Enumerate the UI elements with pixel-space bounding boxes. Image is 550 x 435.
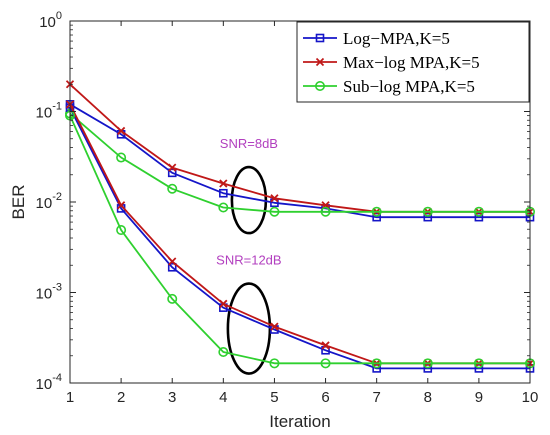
data-point-marker — [473, 206, 484, 217]
x-tick-label: 8 — [424, 389, 432, 406]
series-line — [69, 112, 530, 213]
data-point-marker — [168, 257, 177, 266]
data-point-marker — [422, 358, 433, 369]
legend-marker — [315, 57, 325, 67]
data-point-marker — [474, 212, 484, 222]
legend-entry: Max−log MPA,K=5 — [303, 53, 480, 72]
x-tick-label: 2 — [117, 389, 125, 406]
data-point-marker — [422, 206, 433, 217]
y-tick-label: 10-4 — [36, 372, 62, 393]
legend-label: Sub−log MPA,K=5 — [343, 77, 475, 96]
series-line — [69, 103, 530, 219]
x-tick-label: 5 — [270, 389, 278, 406]
data-point-marker — [270, 194, 279, 203]
marker-stroke — [270, 194, 279, 203]
x-tick-label: 4 — [219, 389, 227, 406]
data-point-marker — [321, 345, 330, 355]
y-tick-label: 100 — [39, 10, 62, 31]
marker-stroke — [315, 57, 325, 67]
data-point-marker — [474, 364, 484, 373]
series-layer — [65, 80, 535, 373]
legend-entry: Log−MPA,K=5 — [303, 29, 450, 48]
data-point-marker — [371, 206, 382, 217]
data-point-marker — [423, 212, 433, 222]
marker-stroke — [219, 179, 228, 188]
marker-stroke — [168, 163, 177, 172]
data-point-marker — [372, 364, 381, 373]
series-2 — [65, 108, 535, 217]
data-point-marker — [270, 322, 279, 331]
labels-layer: SNR=8dB SNR=12dB 1 2 3 4 5 6 7 8 9 10 10-4 10-3 10-2 10… — [9, 10, 538, 431]
annotation-label: SNR=8dB — [220, 136, 278, 151]
y-axis-title: BER — [9, 185, 28, 220]
data-point-marker — [372, 212, 381, 222]
series-line — [69, 107, 530, 370]
legend-marker — [314, 81, 325, 92]
marker-stroke — [270, 322, 279, 331]
data-point-marker — [167, 262, 177, 272]
x-tick-label: 10 — [522, 389, 539, 406]
legend-label: Log−MPA,K=5 — [343, 29, 450, 48]
legend-label: Max−log MPA,K=5 — [343, 53, 480, 72]
data-point-marker — [167, 183, 178, 194]
legend-marker — [315, 33, 325, 43]
x-tick-label: 9 — [475, 389, 483, 406]
y-tick-label: 10-3 — [36, 282, 62, 303]
x-tick-label: 3 — [168, 389, 176, 406]
legend-entry: Sub−log MPA,K=5 — [303, 77, 475, 96]
marker-stroke — [116, 201, 126, 210]
annotation-label: SNR=12dB — [216, 253, 281, 268]
marker-stroke — [116, 126, 126, 136]
data-point-marker — [321, 341, 330, 350]
x-tick-label: 1 — [66, 389, 74, 406]
data-point-marker — [218, 202, 229, 213]
data-point-marker — [167, 168, 177, 178]
data-point-marker — [269, 206, 280, 217]
data-point-marker — [320, 358, 331, 369]
marker-stroke — [168, 257, 177, 266]
marker-stroke — [321, 341, 330, 350]
data-point-marker — [423, 364, 433, 373]
series-line — [69, 115, 530, 365]
data-point-marker — [219, 188, 228, 198]
data-point-marker — [320, 206, 331, 217]
legend: Log−MPA,K=5 Max−log MPA,K=5 Sub−log MPA,K=… — [296, 21, 530, 103]
data-point-marker — [168, 163, 177, 172]
y-tick-label: 10-2 — [36, 191, 62, 212]
data-point-marker — [473, 358, 484, 369]
data-point-marker — [269, 358, 280, 369]
data-point-marker — [371, 358, 382, 369]
data-point-marker — [116, 201, 126, 210]
x-tick-label: 6 — [321, 389, 329, 406]
y-tick-label: 10-1 — [36, 101, 62, 122]
data-point-marker — [116, 126, 126, 136]
x-tick-label: 7 — [372, 389, 380, 406]
data-point-marker — [116, 225, 127, 236]
data-point-marker — [218, 347, 229, 358]
data-point-marker — [116, 152, 127, 163]
marker-stroke — [219, 299, 228, 308]
annotation-ellipse — [230, 165, 268, 235]
x-axis-title: Iteration — [269, 412, 330, 431]
data-point-marker — [219, 179, 228, 188]
data-point-marker — [219, 299, 228, 308]
data-point-marker — [167, 293, 178, 304]
